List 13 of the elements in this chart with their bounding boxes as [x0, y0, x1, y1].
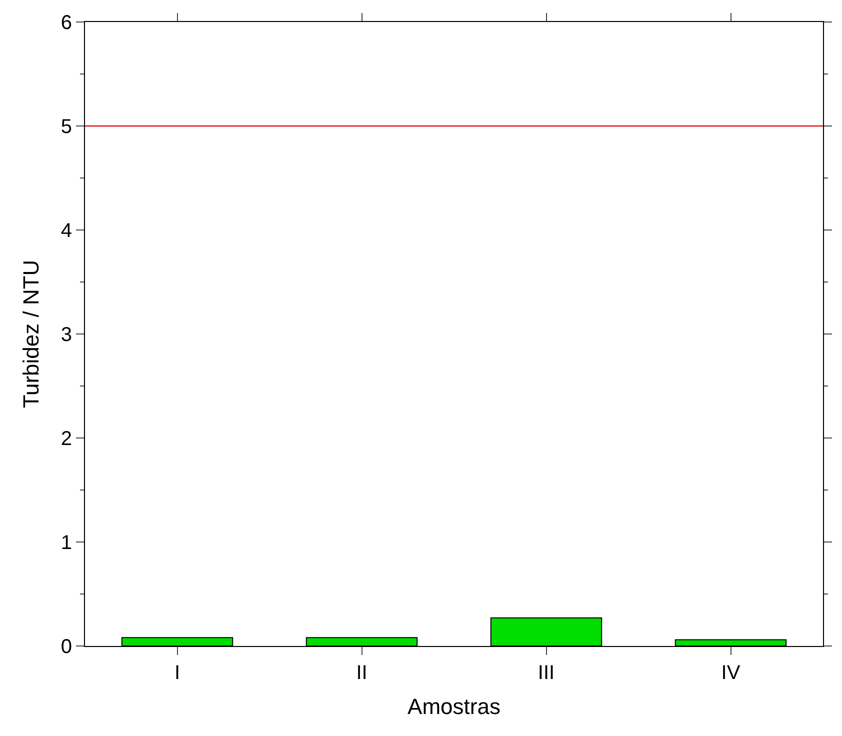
y-tick-label: 6 — [60, 12, 72, 34]
y-tick-label: 0 — [60, 636, 72, 658]
y-tick-label: 3 — [60, 324, 72, 346]
x-tick-label: IV — [721, 662, 741, 684]
x-tick-label: I — [174, 662, 180, 684]
x-tick-label: II — [356, 662, 368, 684]
x-axis-title: Amostras — [408, 694, 500, 719]
y-tick-label: 2 — [60, 428, 72, 450]
y-tick-label: 1 — [60, 532, 72, 554]
y-tick-label: 5 — [60, 116, 72, 138]
x-tick-label: III — [538, 662, 555, 684]
y-tick-label: 4 — [60, 220, 72, 242]
y-axis-title: Turbidez / NTU — [18, 260, 44, 408]
